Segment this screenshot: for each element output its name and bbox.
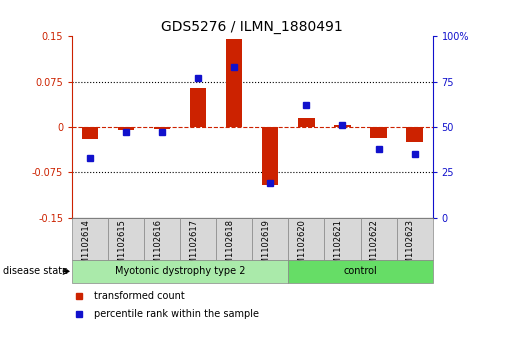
Bar <box>154 127 170 129</box>
Bar <box>180 218 216 260</box>
Text: GSM1102615: GSM1102615 <box>117 219 126 275</box>
Bar <box>252 218 288 260</box>
Text: GSM1102622: GSM1102622 <box>370 219 379 275</box>
Text: disease state: disease state <box>3 266 67 276</box>
Text: GSM1102617: GSM1102617 <box>190 219 198 275</box>
Bar <box>360 218 397 260</box>
Text: GSM1102614: GSM1102614 <box>81 219 90 275</box>
Title: GDS5276 / ILMN_1880491: GDS5276 / ILMN_1880491 <box>162 20 343 34</box>
Bar <box>108 218 144 260</box>
Bar <box>334 125 351 127</box>
Bar <box>298 118 315 127</box>
Text: GSM1102621: GSM1102621 <box>334 219 342 275</box>
Bar <box>370 127 387 138</box>
Bar <box>226 39 243 127</box>
Bar <box>118 127 134 130</box>
Bar <box>144 218 180 260</box>
Text: control: control <box>344 266 377 276</box>
Bar <box>397 218 433 260</box>
Bar <box>406 127 423 142</box>
Text: transformed count: transformed count <box>94 291 184 301</box>
Bar <box>190 88 207 127</box>
Text: Myotonic dystrophy type 2: Myotonic dystrophy type 2 <box>115 266 246 276</box>
Bar <box>82 127 98 139</box>
Bar <box>288 260 433 283</box>
Bar <box>262 127 279 184</box>
Bar <box>324 218 360 260</box>
Bar <box>72 218 108 260</box>
Text: GSM1102616: GSM1102616 <box>153 219 162 275</box>
Bar <box>216 218 252 260</box>
Text: GSM1102618: GSM1102618 <box>226 219 234 275</box>
Text: GSM1102619: GSM1102619 <box>262 219 270 275</box>
Bar <box>72 260 288 283</box>
Text: percentile rank within the sample: percentile rank within the sample <box>94 309 259 319</box>
Text: GSM1102620: GSM1102620 <box>298 219 306 275</box>
Text: GSM1102623: GSM1102623 <box>406 219 415 275</box>
Bar <box>288 218 324 260</box>
